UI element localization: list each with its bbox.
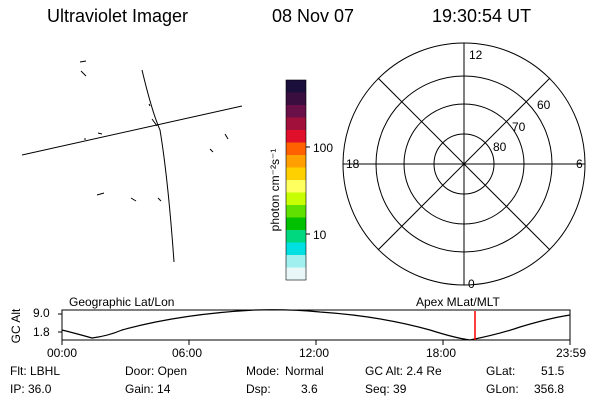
status-glat-label: GLat:: [486, 364, 516, 378]
status-gain: Gain: 14: [125, 382, 171, 396]
status-filter: Flt: LBHL: [10, 364, 61, 378]
timeline-ylabel: GC Alt: [9, 308, 23, 344]
status-mode-value: Normal: [285, 364, 324, 378]
status-gc-alt: GC Alt: 2.4 Re: [365, 364, 442, 378]
colorbar-frame: [285, 79, 307, 281]
colorbar-swatch: [286, 217, 306, 231]
colorbar-unit-label: photon cm⁻²s⁻¹: [268, 148, 282, 232]
geo-grid: [21, 60, 243, 263]
status-glon-label: GLon:: [486, 382, 519, 396]
polar-lat-80: 80: [493, 140, 507, 154]
date-label: 08 Nov 07: [272, 6, 355, 26]
timeline-title-geo: Geographic Lat/Lon: [69, 295, 175, 309]
colorbar-swatch: [286, 192, 306, 206]
polar-lat-60: 60: [537, 98, 551, 112]
colorbar-tick-100: 100: [313, 141, 334, 155]
colorbar-swatch: [286, 155, 306, 168]
timeline-title-apex: Apex MLat/MLT: [416, 295, 500, 309]
colorbar-swatch: [286, 117, 306, 131]
timeline-plot: [58, 309, 571, 345]
colorbar-swatch: [286, 142, 306, 156]
colorbar-swatch: [286, 167, 306, 181]
timeline-ytick-high: 9.0: [33, 306, 50, 320]
colorbar-swatch: [286, 255, 306, 268]
colorbar-tick-10: 10: [313, 228, 327, 242]
status-seq: Seq: 39: [365, 382, 407, 396]
colorbar-swatch: [286, 205, 306, 218]
timeline-xtick-0600: 06:00: [172, 346, 203, 360]
timeline-xtick-2359: 23:59: [556, 346, 587, 360]
timeline-xtick-0000: 00:00: [47, 346, 78, 360]
timeline-ytick-low: 1.8: [33, 325, 50, 339]
geo-latitude-line: [21, 105, 243, 156]
status-door: Door: Open: [125, 364, 188, 378]
geo-longitude-line: [141, 69, 175, 263]
polar-lat-70: 70: [512, 120, 526, 134]
polar-plot: [342, 42, 586, 286]
colorbar-swatch: [286, 267, 306, 281]
timeline-xtick-1800: 18:00: [426, 346, 457, 360]
status-mode-label: Mode:: [246, 364, 280, 378]
polar-mlt-12: 12: [469, 48, 483, 62]
status-glon-value: 356.8: [534, 382, 565, 396]
polar-mlt-18: 18: [346, 157, 360, 171]
altitude-curve: [61, 309, 571, 341]
colorbar-swatch: [286, 242, 306, 256]
timeline-frame: [61, 309, 571, 341]
colorbar-swatch: [286, 105, 306, 118]
status-ip: IP: 36.0: [10, 382, 52, 396]
time-label: 19:30:54 UT: [432, 6, 532, 26]
colorbar-swatch: [286, 80, 306, 93]
polar-mlt-6: 6: [576, 157, 583, 171]
polar-mlt-0: 0: [468, 277, 475, 291]
instrument-title: Ultraviolet Imager: [47, 6, 189, 26]
colorbar-swatch: [286, 180, 306, 193]
colorbar-swatch: [286, 92, 306, 106]
colorbar-swatch: [286, 230, 306, 243]
timeline-xtick-1200: 12:00: [299, 346, 330, 360]
status-dsp-label: Dsp:: [246, 382, 271, 396]
colorbar: [286, 80, 306, 281]
colorbar-swatch: [286, 130, 306, 143]
status-dsp-value: 3.6: [301, 382, 318, 396]
status-glat-value: 51.5: [541, 364, 565, 378]
